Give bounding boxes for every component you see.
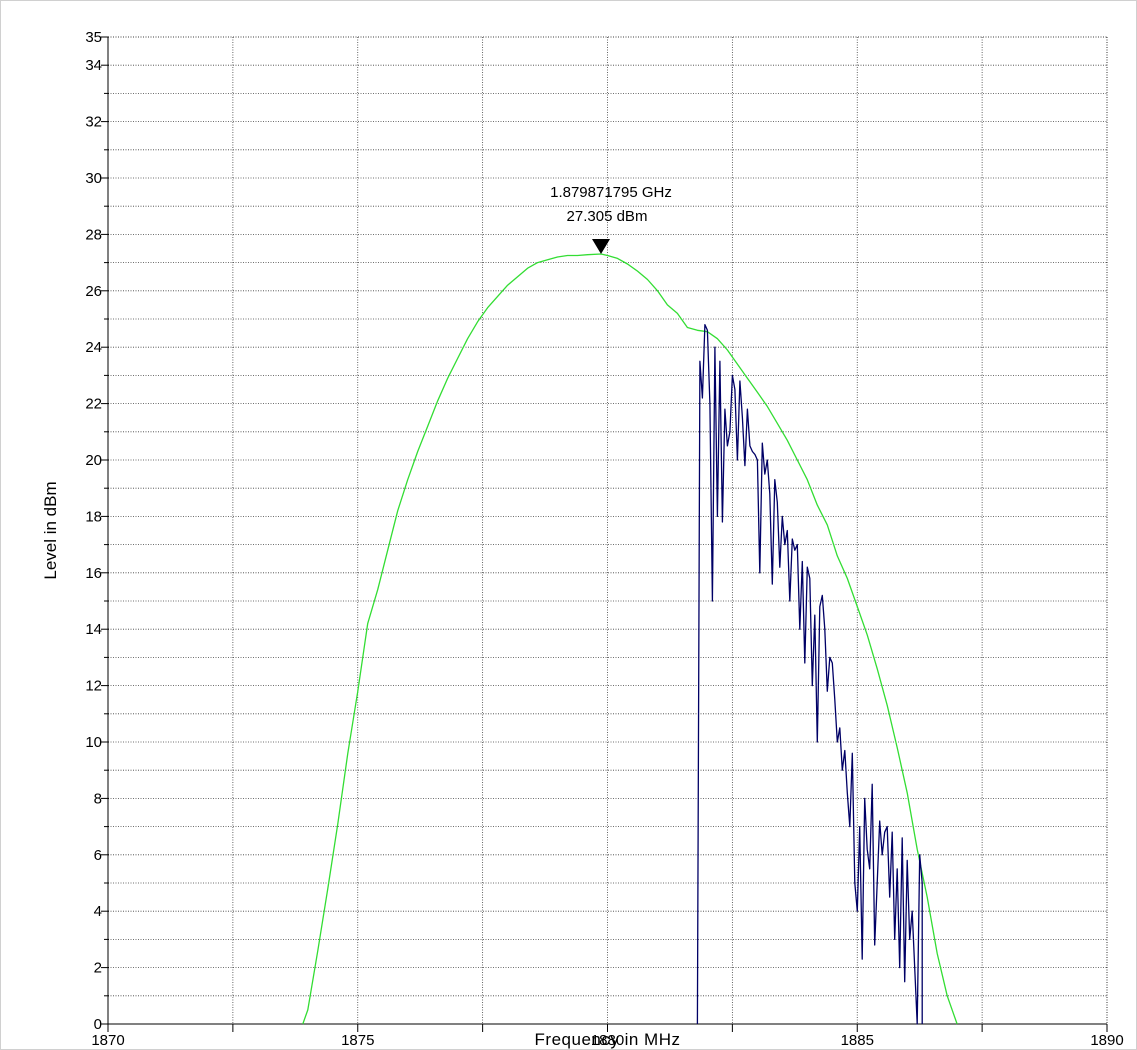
y-tick-label: 10 bbox=[85, 734, 102, 751]
y-tick-label: 24 bbox=[85, 339, 102, 356]
x-tick-label: 1885 bbox=[841, 1032, 874, 1049]
y-tick-label: 16 bbox=[85, 565, 102, 582]
y-tick-label: 6 bbox=[94, 847, 102, 864]
series-line-2 bbox=[696, 323, 923, 1025]
series-line-1 bbox=[302, 253, 958, 1025]
x-axis-title: Frequency in MHz bbox=[535, 1030, 681, 1049]
peak-marker-icon bbox=[592, 238, 611, 254]
y-tick-label: 28 bbox=[85, 226, 102, 243]
y-tick-label: 14 bbox=[85, 621, 102, 638]
x-tick-label: 1875 bbox=[341, 1032, 374, 1049]
y-tick-label: 35 bbox=[85, 29, 102, 46]
marker-frequency-label: 1.879871795 GHz bbox=[550, 184, 672, 201]
y-tick-label: 32 bbox=[85, 114, 102, 131]
x-tick-label: 1890 bbox=[1090, 1032, 1123, 1049]
y-tick-label: 2 bbox=[94, 960, 102, 977]
x-tick-label: 1870 bbox=[91, 1032, 124, 1049]
y-tick-label: 8 bbox=[94, 790, 102, 807]
y-tick-label: 26 bbox=[85, 283, 102, 300]
y-tick-label: 0 bbox=[94, 1016, 102, 1033]
y-tick-label: 18 bbox=[85, 508, 102, 525]
y-axis-title: Level in dBm bbox=[41, 481, 60, 579]
marker-level-label: 27.305 dBm bbox=[567, 208, 648, 225]
y-tick-label: 30 bbox=[85, 170, 102, 187]
y-tick-label: 4 bbox=[94, 903, 102, 920]
y-tick-label: 22 bbox=[85, 396, 102, 413]
y-tick-label: 20 bbox=[85, 452, 102, 469]
x-tick-label: 1880 bbox=[591, 1032, 624, 1049]
y-tick-label: 34 bbox=[85, 57, 102, 74]
y-tick-label: 12 bbox=[85, 678, 102, 695]
